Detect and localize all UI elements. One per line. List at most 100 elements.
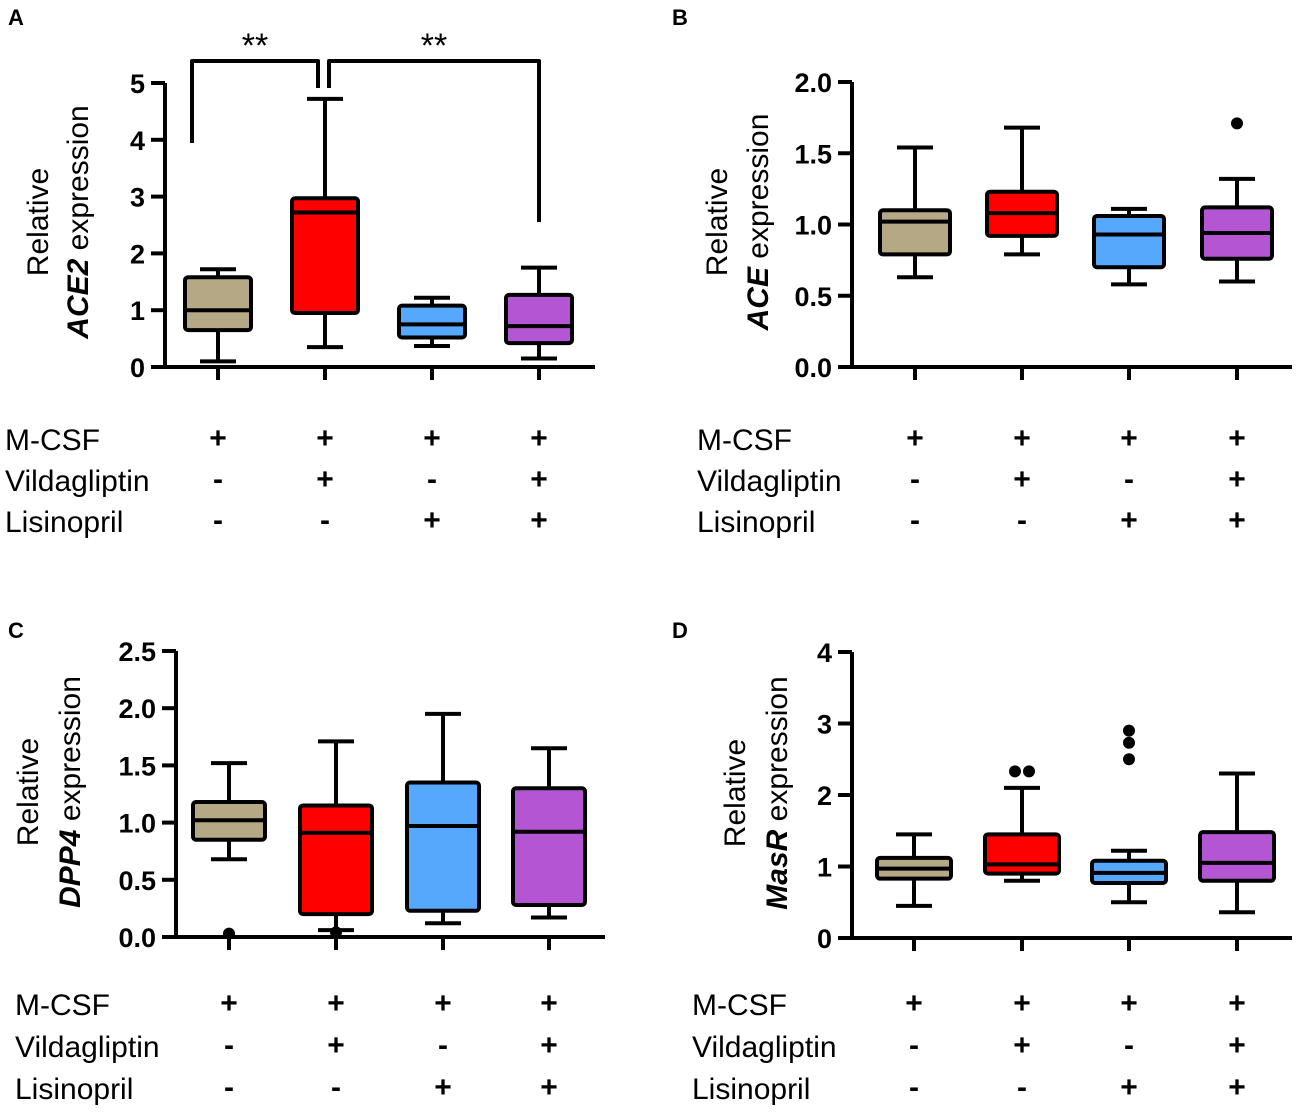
panel-c-ytick-label: 1.5: [118, 751, 156, 781]
panel-c-ytick-label: 2.0: [118, 694, 156, 724]
panel-d-ytick-label: 2: [817, 781, 832, 811]
panel-d-condition-sign: +: [1013, 1029, 1031, 1062]
panel-b-condition-sign: +: [1228, 504, 1246, 537]
panel-b-condition-sign: -: [1017, 504, 1027, 537]
panel-a-box-body: [504, 292, 574, 346]
panel-c-condition-sign: +: [220, 987, 238, 1020]
panel-a-condition-sign: +: [316, 422, 334, 455]
panel-a-condition-sign: +: [530, 463, 548, 496]
panel-d-box-2: [983, 765, 1061, 883]
panel-b-box-3: [1092, 206, 1166, 287]
panel-a-condition-sign: -: [320, 504, 330, 537]
panel-d-ylabel-suffix: expression: [761, 676, 794, 829]
panel-c-ylabel-suffix: expression: [54, 676, 87, 829]
panel-b-condition-sign: +: [1228, 463, 1246, 496]
panel-b-box-1: [878, 145, 952, 280]
panel-b-letter: B: [672, 5, 688, 30]
panel-d-condition-sign: +: [1228, 1029, 1246, 1062]
panel-a-ylabel-line1: Relative: [22, 168, 55, 276]
panel-c-box-body: [405, 780, 481, 913]
panel-c-outlier-point: [330, 926, 342, 939]
panel-c-condition-sign: +: [540, 987, 558, 1020]
panel-d-condition-sign: +: [1120, 1071, 1138, 1104]
panel-c-box-1: [191, 761, 267, 940]
panel-d-box-body: [983, 832, 1061, 876]
panel-c-condition-name: Lisinopril: [15, 1073, 133, 1106]
panel-c-condition-sign: +: [434, 987, 452, 1020]
panel-c-letter: C: [8, 618, 24, 643]
panel-c-condition-sign: +: [327, 1029, 345, 1062]
panel-b-ylabel-gene: ACE: [742, 266, 775, 331]
panel-a-sig-bracket: [327, 59, 541, 222]
panel-d: D 0 1 2 3 4 Relative MasR expression M-CSF + + + + Vi…: [672, 618, 1292, 1106]
panel-a-ytick-label: 4: [130, 126, 145, 156]
panel-b-ytick-label: 1.0: [794, 211, 832, 241]
panel-d-box-body: [1198, 830, 1276, 883]
panel-a-box-4: [504, 265, 574, 361]
panel-b-condition-sign: -: [910, 504, 920, 537]
panel-b-condition-sign: +: [1120, 504, 1138, 537]
panel-d-condition-sign: +: [1120, 987, 1138, 1020]
panel-c-ytick-label: 0.0: [118, 923, 156, 953]
panel-c-condition-sign: +: [327, 987, 345, 1020]
panel-a-ytick-label: 1: [130, 296, 145, 326]
panel-d-condition-sign: +: [1013, 987, 1031, 1020]
panel-c-box-4: [511, 746, 587, 920]
panel-a-sig-bracket: [190, 59, 320, 143]
panel-c-condition-sign: -: [331, 1071, 341, 1104]
panel-d-ytick-label: 4: [817, 638, 832, 668]
panel-c-box-body: [298, 803, 374, 917]
panel-a-sig-label: **: [421, 27, 447, 65]
panel-d-outlier-point: [1123, 753, 1135, 766]
panel-b-condition-name: Vildagliptin: [697, 465, 842, 498]
panel-d-box-3: [1090, 724, 1168, 905]
panel-a-condition-name: M-CSF: [5, 424, 100, 457]
panel-a-condition-sign: +: [423, 504, 441, 537]
panel-d-ylabel-line1: Relative: [719, 739, 752, 847]
panel-d-letter: D: [672, 618, 688, 643]
panel-d-ytick-label: 3: [817, 710, 832, 740]
panel-b-condition-sign: +: [1013, 463, 1031, 496]
panel-a-condition-sign: -: [213, 463, 223, 496]
panel-d-outlier-point: [1123, 724, 1135, 737]
panel-a-condition-sign: +: [530, 422, 548, 455]
panel-d-ylabel-gene: MasR: [761, 829, 794, 909]
panel-b-box-body: [878, 208, 952, 257]
panel-b-ylabel-suffix: expression: [742, 114, 775, 267]
panel-c-box-2: [298, 739, 374, 939]
panel-d-outlier-point: [1123, 736, 1135, 749]
panel-d-condition-name: Vildagliptin: [692, 1031, 837, 1064]
panel-b-condition-sign: +: [1120, 422, 1138, 455]
panel-a-sig-label: **: [242, 27, 268, 65]
panel-a-box-body: [183, 275, 253, 333]
panel-a-condition-sign: +: [423, 422, 441, 455]
panel-c-condition-sign: +: [434, 1071, 452, 1104]
panel-b-box-2: [985, 125, 1059, 257]
panel-a-condition-name: Lisinopril: [5, 506, 123, 539]
panel-c-condition-sign: -: [438, 1029, 448, 1062]
panel-c-ylabel-gene: DPP4: [54, 829, 87, 908]
panel-a-ytick-label: 3: [130, 183, 145, 213]
panel-d-outlier-point: [1023, 765, 1035, 778]
panel-a-condition-sign: +: [530, 504, 548, 537]
panel-d-condition-sign: -: [909, 1071, 919, 1104]
panel-b-ytick-label: 0.5: [794, 282, 832, 312]
panel-c-ytick-label: 0.5: [118, 866, 156, 896]
panel-a-ylabel-gene: ACE2: [62, 258, 95, 339]
panel-b-condition-sign: -: [910, 463, 920, 496]
panel-d-condition-name: M-CSF: [692, 989, 787, 1022]
panel-d-condition-name: Lisinopril: [692, 1073, 810, 1106]
panel-d-condition-sign: -: [1124, 1029, 1134, 1062]
panel-d-box-4: [1198, 771, 1276, 915]
panel-c-ytick-label: 1.0: [118, 809, 156, 839]
panel-c: C 0.0 0.5 1.0 1.5 2.0 2.5 Relative DPP4 expressi…: [8, 618, 605, 1106]
panel-d-ytick-label: 0: [817, 924, 832, 954]
panel-a-box-1: [183, 267, 253, 364]
panel-b-condition-sign: +: [906, 422, 924, 455]
panel-a-letter: A: [8, 5, 24, 30]
panel-c-condition-sign: -: [224, 1071, 234, 1104]
panel-a-box-3: [397, 295, 467, 348]
